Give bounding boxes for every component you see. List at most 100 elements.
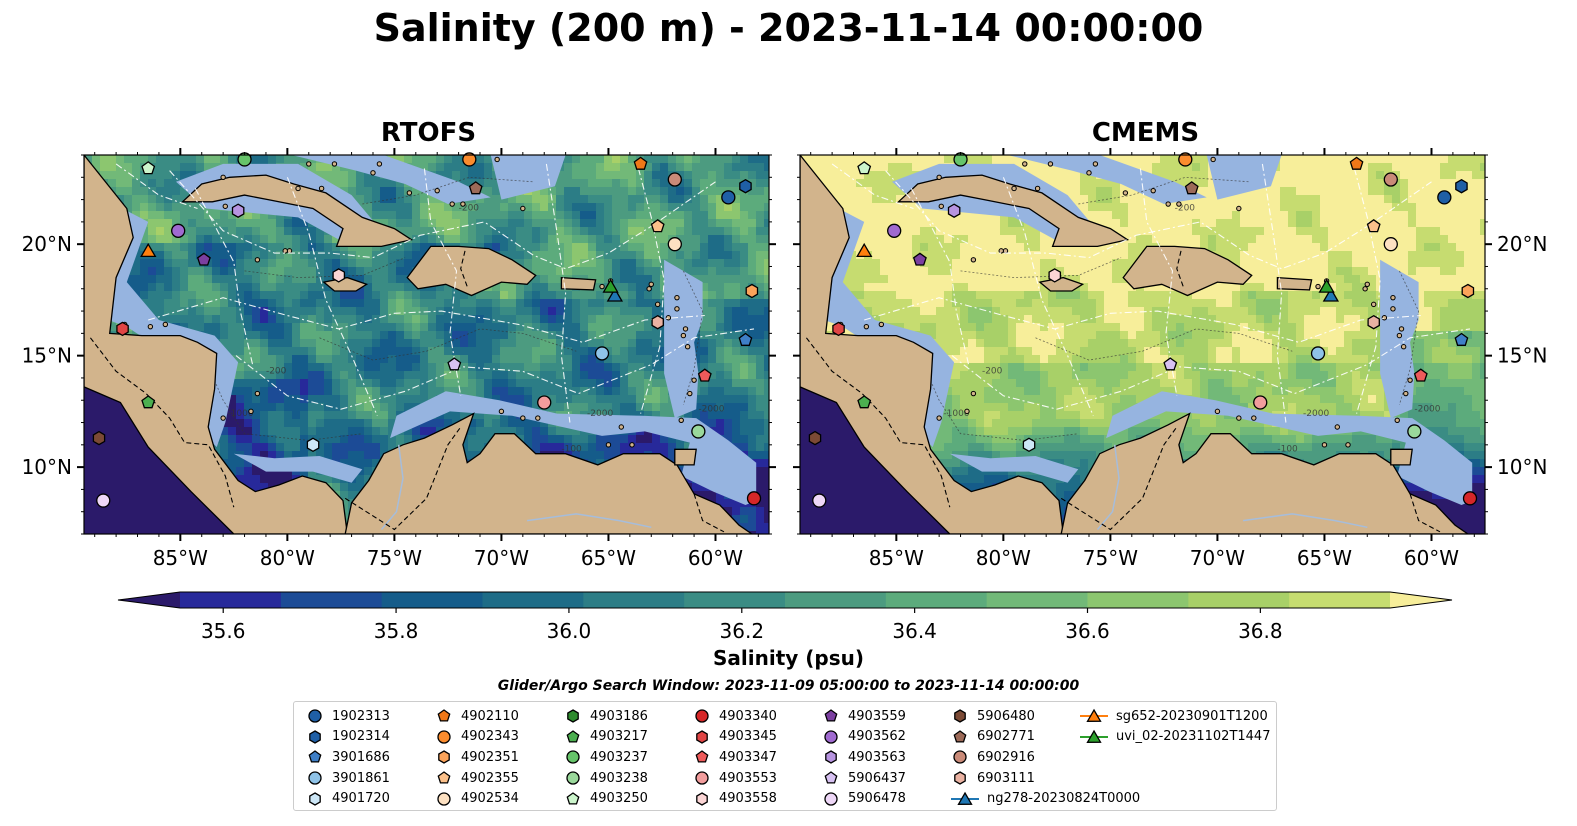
legend-swatch-hexagon bbox=[825, 750, 837, 765]
land-trinidad bbox=[674, 448, 697, 466]
legend-item: 4902343 bbox=[435, 727, 519, 748]
legend-item: 1902313 bbox=[306, 706, 390, 727]
legend-item: 4903250 bbox=[564, 788, 648, 809]
marker-1902313 bbox=[721, 190, 736, 205]
legend-swatch-hexagon bbox=[954, 771, 966, 785]
y-tick-label: 10°N bbox=[1497, 455, 1547, 479]
legend-marker bbox=[696, 730, 708, 744]
legend-swatch-circle bbox=[566, 750, 580, 765]
colorbar-segment bbox=[180, 592, 282, 608]
marker-4903558 bbox=[1048, 268, 1062, 283]
colorbar-tick-label: 35.8 bbox=[374, 619, 419, 643]
marker-4902355 bbox=[1366, 218, 1381, 233]
legend-item: sg652-20230901T1200 bbox=[1080, 706, 1270, 727]
legend-marker bbox=[308, 709, 322, 723]
marker-4903347 bbox=[1413, 368, 1428, 382]
platform-markers bbox=[92, 152, 762, 508]
legend-swatch-pentagon bbox=[695, 750, 709, 764]
x-tick-label: 85°W bbox=[869, 546, 924, 570]
legend-item: 5906478 bbox=[822, 788, 906, 809]
marker-4903559 bbox=[912, 252, 927, 266]
marker-4903250 bbox=[857, 161, 872, 175]
marker-4903217 bbox=[141, 395, 156, 409]
legend-item: 4903563 bbox=[822, 747, 906, 768]
legend-swatch-hexagon bbox=[309, 730, 321, 744]
land-puerto-rico bbox=[1276, 276, 1313, 291]
marker-4903238 bbox=[1407, 424, 1422, 439]
colorbar-tick-label: 36.4 bbox=[892, 619, 937, 643]
legend-swatch-pentagon bbox=[566, 791, 580, 805]
colorbar-segment bbox=[785, 592, 887, 608]
legend-column: 4903186 4903217 4903237 4903238 4903250 bbox=[564, 706, 648, 809]
legend-label: 4903562 bbox=[848, 729, 906, 745]
map-frame bbox=[83, 154, 770, 535]
marker-4902343 bbox=[462, 152, 477, 167]
legend-swatch-hexagon bbox=[954, 709, 966, 724]
legend-swatch-pentagon bbox=[308, 750, 322, 764]
land-cuba bbox=[180, 174, 414, 248]
legend-marker bbox=[309, 730, 321, 744]
legend-column: 5906480 6902771 6902916 6903111 ng278-202308… bbox=[951, 706, 1140, 809]
marker-4903217 bbox=[857, 395, 872, 409]
colorbar: 35.6 35.8 36.0 36.2 36.4 36.6 36.8 bbox=[117, 591, 1453, 643]
legend-item: 4902110 bbox=[435, 706, 519, 727]
colorbar-tick-label: 36.0 bbox=[547, 619, 592, 643]
legend-column: 4903559 4903562 4903563 5906437 5906478 bbox=[822, 706, 906, 809]
legend-label: 4903340 bbox=[719, 708, 777, 724]
contour-label: -1000 bbox=[943, 409, 969, 419]
contour-label: -2000 bbox=[1303, 409, 1329, 419]
legend-label: 4901720 bbox=[332, 791, 390, 807]
legend-item: 3901861 bbox=[306, 768, 390, 789]
marker-4902110 bbox=[633, 156, 648, 170]
colorbar-segment bbox=[684, 592, 786, 608]
contour-label: -200 bbox=[459, 204, 480, 214]
river bbox=[526, 513, 652, 529]
legend-swatch-triangle-line bbox=[951, 791, 979, 805]
legend-marker bbox=[309, 791, 321, 806]
legend-swatch-circle bbox=[437, 792, 451, 806]
legend-label: 5906480 bbox=[977, 708, 1035, 724]
legend-item: 6902916 bbox=[951, 747, 1140, 768]
marker-4902351 bbox=[745, 283, 759, 299]
legend-item: 4903559 bbox=[822, 706, 906, 727]
map-frame bbox=[799, 154, 1486, 535]
marker-6902916 bbox=[667, 172, 682, 187]
legend-marker bbox=[308, 750, 322, 764]
legend-column: 1902313 1902314 3901686 3901861 4901720 bbox=[306, 706, 390, 809]
x-tick-label: 60°W bbox=[688, 546, 743, 570]
colorbar-extend-high bbox=[1390, 592, 1452, 608]
legend-swatch-circle bbox=[824, 730, 838, 744]
marker-4902351 bbox=[1461, 283, 1475, 299]
land-trinidad bbox=[1390, 448, 1413, 466]
marker-sg652-20230901T1200 bbox=[856, 242, 873, 258]
legend-swatch-pentagon bbox=[953, 730, 967, 743]
map-panels: -200 -1000 -2000 -100 -200 -2000 85°W 80°W 75°W 7… bbox=[22, 148, 1547, 570]
land-cuba bbox=[896, 174, 1130, 248]
land-masses bbox=[800, 155, 1470, 534]
x-tick-label: 80°W bbox=[260, 546, 315, 570]
marker-4903558 bbox=[332, 268, 346, 283]
y-tick-label: 20°N bbox=[1497, 232, 1547, 256]
marker-4903345 bbox=[116, 321, 129, 337]
colorbar-label: Salinity (psu) bbox=[712, 646, 864, 670]
marker-3901686 bbox=[738, 332, 753, 346]
x-tick-label: 85°W bbox=[153, 546, 208, 570]
marker-5906437 bbox=[1163, 357, 1178, 371]
eez-boundaries bbox=[831, 163, 1471, 423]
legend-swatch-pentagon bbox=[566, 730, 580, 743]
marker-6902771 bbox=[1184, 181, 1199, 195]
legend-item: 4902534 bbox=[435, 788, 519, 809]
legend-label: 4903347 bbox=[719, 749, 777, 765]
marker-1902314 bbox=[1455, 178, 1468, 194]
colorbar-segment bbox=[381, 592, 483, 608]
legend-column: sg652-20230901T1200 uvi_02-20231102T1447 bbox=[1080, 706, 1270, 747]
legend-label: 4902351 bbox=[461, 749, 519, 765]
legend-marker bbox=[566, 791, 580, 805]
legend-item: 4903217 bbox=[564, 727, 648, 748]
x-tick-label: 75°W bbox=[367, 546, 422, 570]
colorbar-tick-label: 35.6 bbox=[201, 619, 246, 643]
legend-marker bbox=[308, 771, 322, 785]
land-hispaniola bbox=[1122, 245, 1253, 297]
legend-item: 4901720 bbox=[306, 788, 390, 809]
legend-label: ng278-20230824T0000 bbox=[987, 791, 1141, 807]
